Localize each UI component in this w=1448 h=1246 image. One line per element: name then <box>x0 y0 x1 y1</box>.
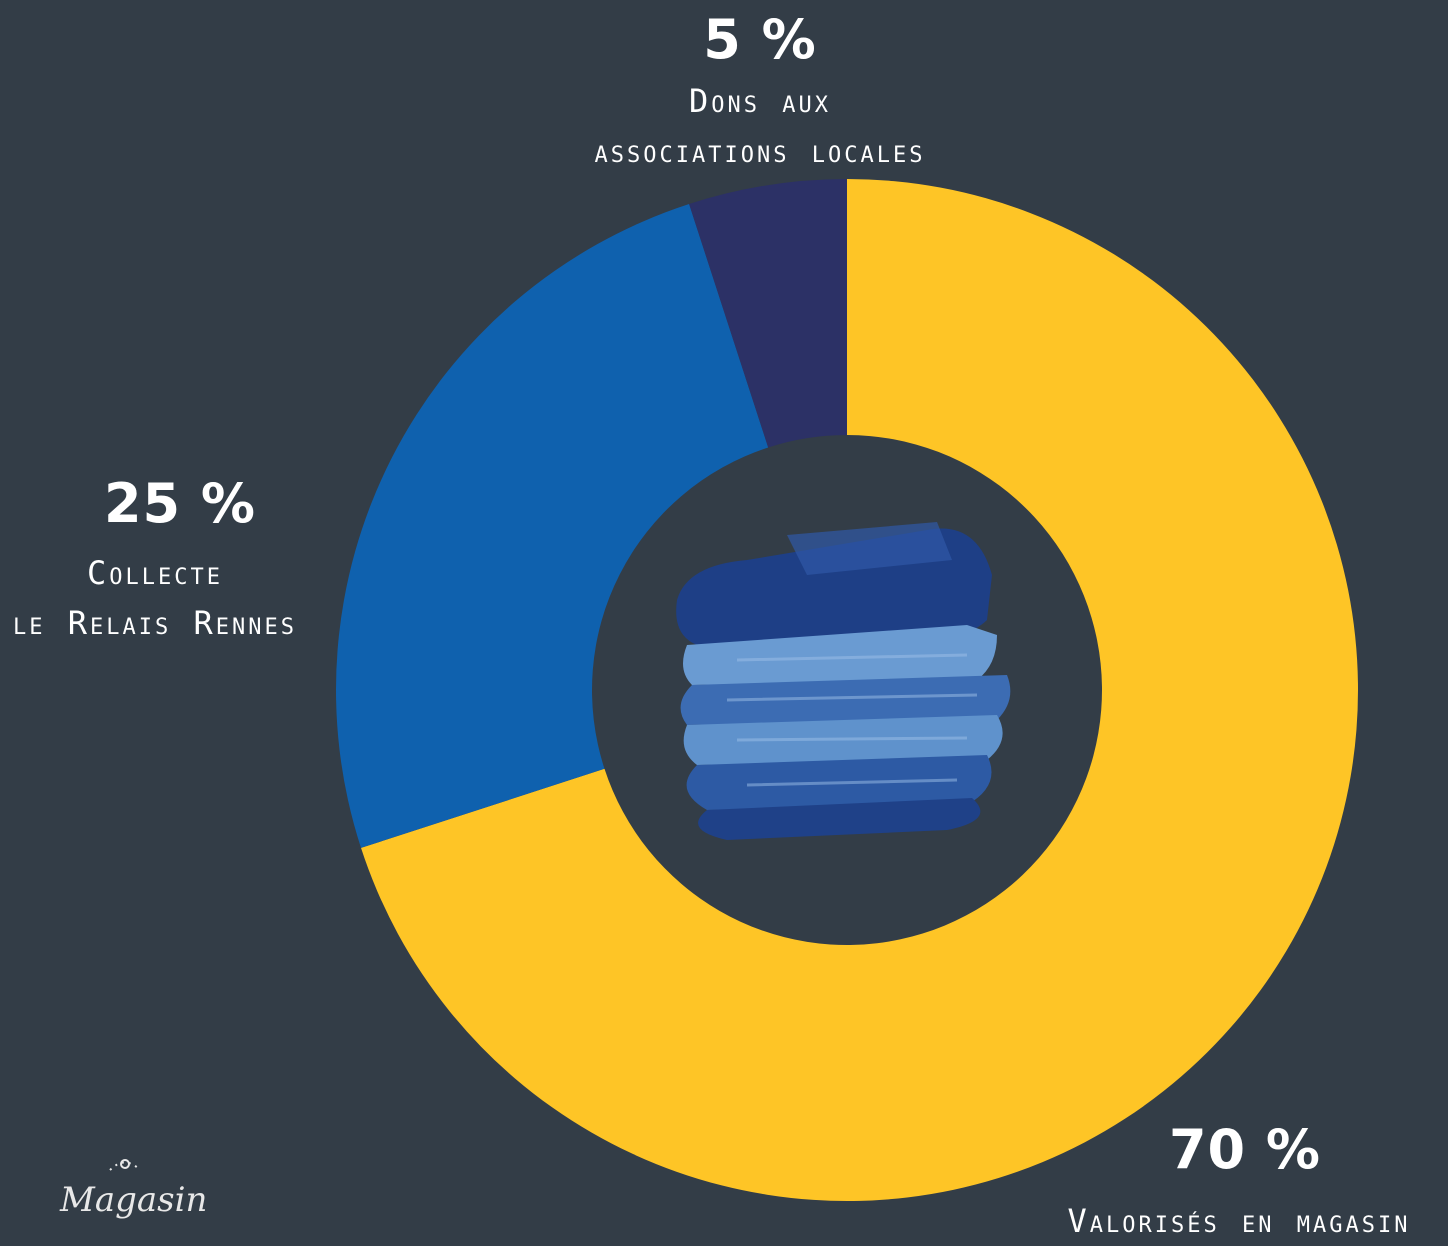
slice-label-dons: Dons aux associations locales <box>500 76 1020 176</box>
slice-label-dons-line1: Dons aux <box>688 82 831 120</box>
slice-label-collecte: Collecte le Relais Rennes <box>0 548 310 648</box>
slice-percent-valorises: 70 % <box>1168 1118 1322 1181</box>
folded-jeans-icon <box>676 522 1011 840</box>
slice-label-valorises: Valorisés en magasin <box>1030 1196 1448 1246</box>
slice-label-collecte-line1: Collecte <box>87 554 223 592</box>
slice-label-collecte-line2: le Relais Rennes <box>12 604 297 642</box>
slice-label-valorises-line1: Valorisés en magasin <box>1067 1202 1411 1240</box>
donut-slice-1 <box>336 204 769 848</box>
logo-ornament-icon <box>109 1159 141 1171</box>
slice-percent-dons: 5 % <box>703 8 817 71</box>
slice-label-dons-line2: associations locales <box>594 132 926 170</box>
donut-slice-2 <box>689 179 847 448</box>
slice-percent-collecte: 25 % <box>103 472 257 535</box>
logo-text: Magasin <box>60 1180 208 1220</box>
magasin-logo: Magasin <box>40 1150 240 1239</box>
donut-slice-0 <box>361 179 1358 1201</box>
